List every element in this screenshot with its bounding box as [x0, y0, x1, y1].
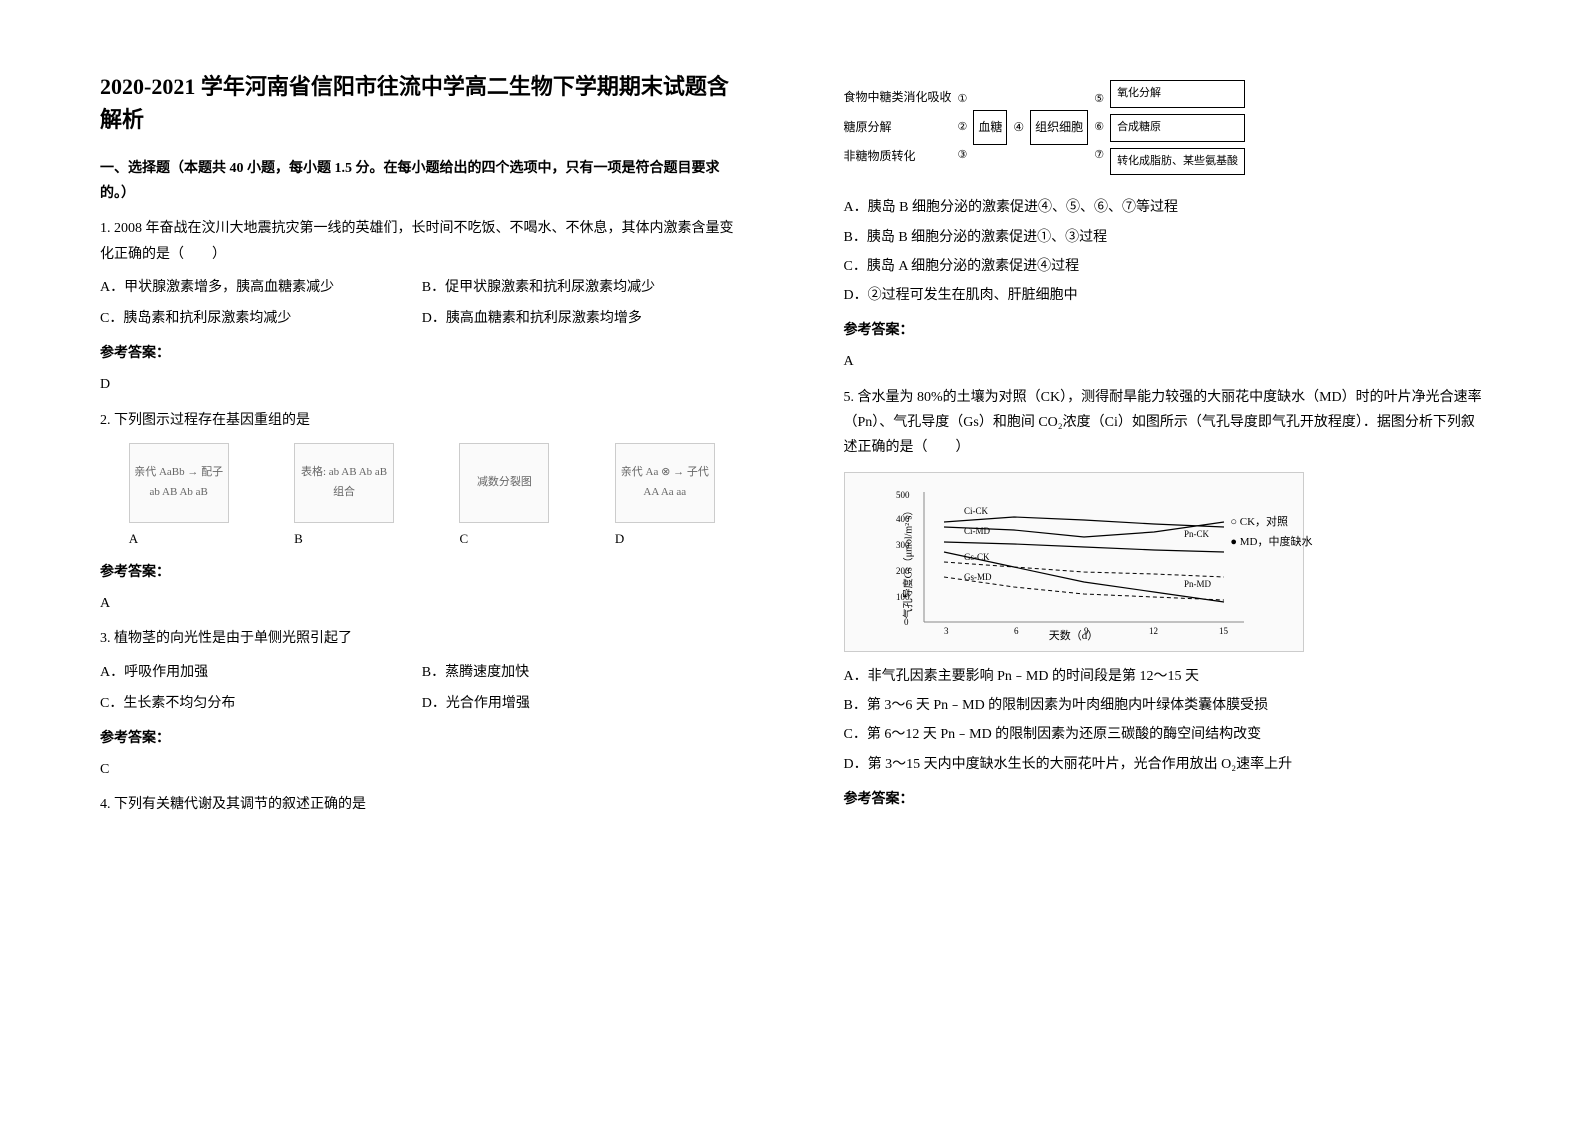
- q3-option-b: B．蒸腾速度加快: [422, 660, 744, 685]
- q2-images: 亲代 AaBb → 配子 ab AB Ab aB A 表格: ab AB Ab …: [100, 443, 744, 550]
- svg-text:Gs-CK: Gs-CK: [964, 552, 990, 562]
- q4-diagram: 食物中糖类消化吸收 糖原分解 非糖物质转化 ① ② ③ 血糖 ④ 组织细胞 ⑤ …: [844, 80, 1488, 175]
- question-4-text: 4. 下列有关糖代谢及其调节的叙述正确的是: [100, 792, 744, 817]
- q5-legend-ck-text: CK，对照: [1240, 516, 1288, 528]
- q2-image-c: 减数分裂图: [459, 443, 549, 523]
- q2-label-c: C: [459, 527, 549, 550]
- q4-outputs: 氧化分解 合成糖原 转化成脂肪、某些氨基酸: [1110, 80, 1245, 175]
- q4-arrow-7: ⑦: [1094, 146, 1104, 166]
- question-3: 3. 植物茎的向光性是由于单侧光照引起了 A．呼吸作用加强 B．蒸腾速度加快 C…: [100, 626, 744, 782]
- q4-answer: A: [844, 349, 1488, 374]
- section-heading: 一、选择题（本题共 40 小题，每小题 1.5 分。在每小题给出的四个选项中，只…: [100, 156, 744, 206]
- q3-option-d: D．光合作用增强: [422, 691, 744, 716]
- svg-text:0: 0: [904, 617, 909, 627]
- q1-option-b: B．促甲状腺激素和抗利尿激素均减少: [422, 275, 744, 300]
- q4-arrow-6: ⑥: [1094, 118, 1104, 138]
- q2-answer: A: [100, 591, 744, 616]
- q5-chart: 气孔导度Gs（μmol/m²·s）: [844, 472, 1304, 652]
- q3-text: 3. 植物茎的向光性是由于单侧光照引起了: [100, 626, 744, 651]
- q1-answer: D: [100, 372, 744, 397]
- q3-answer-label: 参考答案：: [100, 726, 744, 751]
- q4-arrows-out: ⑤ ⑥ ⑦: [1094, 90, 1104, 165]
- q2-label-a: A: [129, 527, 229, 550]
- q4-input-1: 食物中糖类消化吸收: [844, 87, 952, 109]
- q2-image-d: 亲代 Aa ⊗ → 子代 AA Aa aa: [615, 443, 715, 523]
- q2-label-b: B: [294, 527, 394, 550]
- svg-text:6: 6: [1014, 626, 1019, 636]
- q2-label-d: D: [615, 527, 715, 550]
- q4-arrow-5: ⑤: [1094, 90, 1104, 110]
- q5-answer-label: 参考答案：: [844, 787, 1488, 812]
- q2-img-c-wrap: 减数分裂图 C: [459, 443, 549, 550]
- q1-option-a: A．甲状腺激素增多，胰高血糖素减少: [100, 275, 422, 300]
- q4-option-a: A．胰岛 B 细胞分泌的激素促进④、⑤、⑥、⑦等过程: [844, 195, 1488, 220]
- question-5: 5. 含水量为 80%的土壤为对照（CK），测得耐旱能力较强的大丽花中度缺水（M…: [844, 385, 1488, 813]
- q4-output-3: 转化成脂肪、某些氨基酸: [1110, 148, 1245, 176]
- right-column: 食物中糖类消化吸收 糖原分解 非糖物质转化 ① ② ③ 血糖 ④ 组织细胞 ⑤ …: [794, 0, 1587, 1122]
- svg-text:Ci-CK: Ci-CK: [964, 506, 989, 516]
- q5-option-a: A．非气孔因素主要影响 Pn﹣MD 的时间段是第 12～15 天: [844, 664, 1488, 689]
- q4-arrow-1: ①: [958, 90, 968, 110]
- q1-text: 1. 2008 年奋战在汶川大地震抗灾第一线的英雄们，长时间不吃饭、不喝水、不休…: [100, 216, 744, 266]
- q5-legend-ck: ○ CK，对照: [1230, 513, 1312, 533]
- svg-text:Pn-MD: Pn-MD: [1184, 579, 1212, 589]
- q5-text: 5. 含水量为 80%的土壤为对照（CK），测得耐旱能力较强的大丽花中度缺水（M…: [844, 385, 1488, 461]
- q2-img-b-wrap: 表格: ab AB Ab aB 组合 B: [294, 443, 394, 550]
- q5-chart-x-label: 天数（d）: [1049, 627, 1099, 647]
- q5-chart-legend: ○ CK，对照 ● MD，中度缺水: [1230, 513, 1312, 553]
- svg-text:12: 12: [1149, 626, 1158, 636]
- svg-text:Pn-CK: Pn-CK: [1184, 529, 1210, 539]
- question-4-options: A．胰岛 B 细胞分泌的激素促进④、⑤、⑥、⑦等过程 B．胰岛 B 细胞分泌的激…: [844, 195, 1488, 374]
- q2-img-a-wrap: 亲代 AaBb → 配子 ab AB Ab aB A: [129, 443, 229, 550]
- q5-option-b: B．第 3～6 天 Pn﹣MD 的限制因素为叶肉细胞内叶绿体类囊体膜受损: [844, 693, 1488, 718]
- q4-input-2: 糖原分解: [844, 117, 952, 139]
- q4-option-b: B．胰岛 B 细胞分泌的激素促进①、③过程: [844, 225, 1488, 250]
- q4-output-2: 合成糖原: [1110, 114, 1245, 142]
- q4-box-tissue-cell: 组织细胞: [1030, 110, 1088, 146]
- q2-image-b: 表格: ab AB Ab aB 组合: [294, 443, 394, 523]
- q3-answer: C: [100, 757, 744, 782]
- q4-arrow-2: ②: [958, 118, 968, 138]
- q4-output-1: 氧化分解: [1110, 80, 1245, 108]
- q2-img-d-wrap: 亲代 Aa ⊗ → 子代 AA Aa aa D: [615, 443, 715, 550]
- q4-option-d: D．②过程可发生在肌肉、肝脏细胞中: [844, 283, 1488, 308]
- q4-input-3: 非糖物质转化: [844, 146, 952, 168]
- q4-text: 4. 下列有关糖代谢及其调节的叙述正确的是: [100, 792, 744, 817]
- svg-text:500: 500: [896, 490, 910, 500]
- q1-option-c: C．胰岛素和抗利尿激素均减少: [100, 306, 422, 331]
- q4-arrow-3: ③: [958, 146, 968, 166]
- q5-chart-svg: 3 6 9 12 15 0 100 200 300 400 500 Ci-CK …: [884, 482, 1264, 642]
- q4-inputs: 食物中糖类消化吸收 糖原分解 非糖物质转化: [844, 87, 952, 168]
- q5-chart-y-label: 气孔导度Gs（μmol/m²·s）: [900, 506, 918, 619]
- q1-option-d: D．胰高血糖素和抗利尿激素均增多: [422, 306, 744, 331]
- page-title: 2020-2021 学年河南省信阳市往流中学高二生物下学期期末试题含解析: [100, 70, 744, 136]
- q4-option-c: C．胰岛 A 细胞分泌的激素促进④过程: [844, 254, 1488, 279]
- q5-option-c: C．第 6～12 天 Pn﹣MD 的限制因素为还原三碳酸的酶空间结构改变: [844, 722, 1488, 747]
- svg-text:Gs-MD: Gs-MD: [964, 572, 992, 582]
- question-1: 1. 2008 年奋战在汶川大地震抗灾第一线的英雄们，长时间不吃饭、不喝水、不休…: [100, 216, 744, 397]
- q4-arrows-in: ① ② ③: [958, 90, 968, 165]
- svg-text:Ci-MD: Ci-MD: [964, 526, 991, 536]
- q2-answer-label: 参考答案：: [100, 560, 744, 585]
- q2-text: 2. 下列图示过程存在基因重组的是: [100, 408, 744, 433]
- question-2: 2. 下列图示过程存在基因重组的是 亲代 AaBb → 配子 ab AB Ab …: [100, 408, 744, 617]
- q4-answer-label: 参考答案：: [844, 318, 1488, 343]
- q5-option-d: D．第 3～15 天内中度缺水生长的大丽花叶片，光合作用放出 O₂速率上升: [844, 752, 1488, 777]
- svg-text:15: 15: [1219, 626, 1229, 636]
- q2-image-a: 亲代 AaBb → 配子 ab AB Ab aB: [129, 443, 229, 523]
- q4-box-blood-sugar: 血糖: [973, 110, 1007, 146]
- q4-arrow-mid: ④: [1013, 117, 1024, 139]
- q5-legend-md-text: MD，中度缺水: [1240, 536, 1313, 548]
- svg-text:3: 3: [944, 626, 949, 636]
- q1-answer-label: 参考答案：: [100, 341, 744, 366]
- q5-legend-md: ● MD，中度缺水: [1230, 533, 1312, 553]
- q3-option-c: C．生长素不均匀分布: [100, 691, 422, 716]
- left-column: 2020-2021 学年河南省信阳市往流中学高二生物下学期期末试题含解析 一、选…: [0, 0, 794, 1122]
- q3-option-a: A．呼吸作用加强: [100, 660, 422, 685]
